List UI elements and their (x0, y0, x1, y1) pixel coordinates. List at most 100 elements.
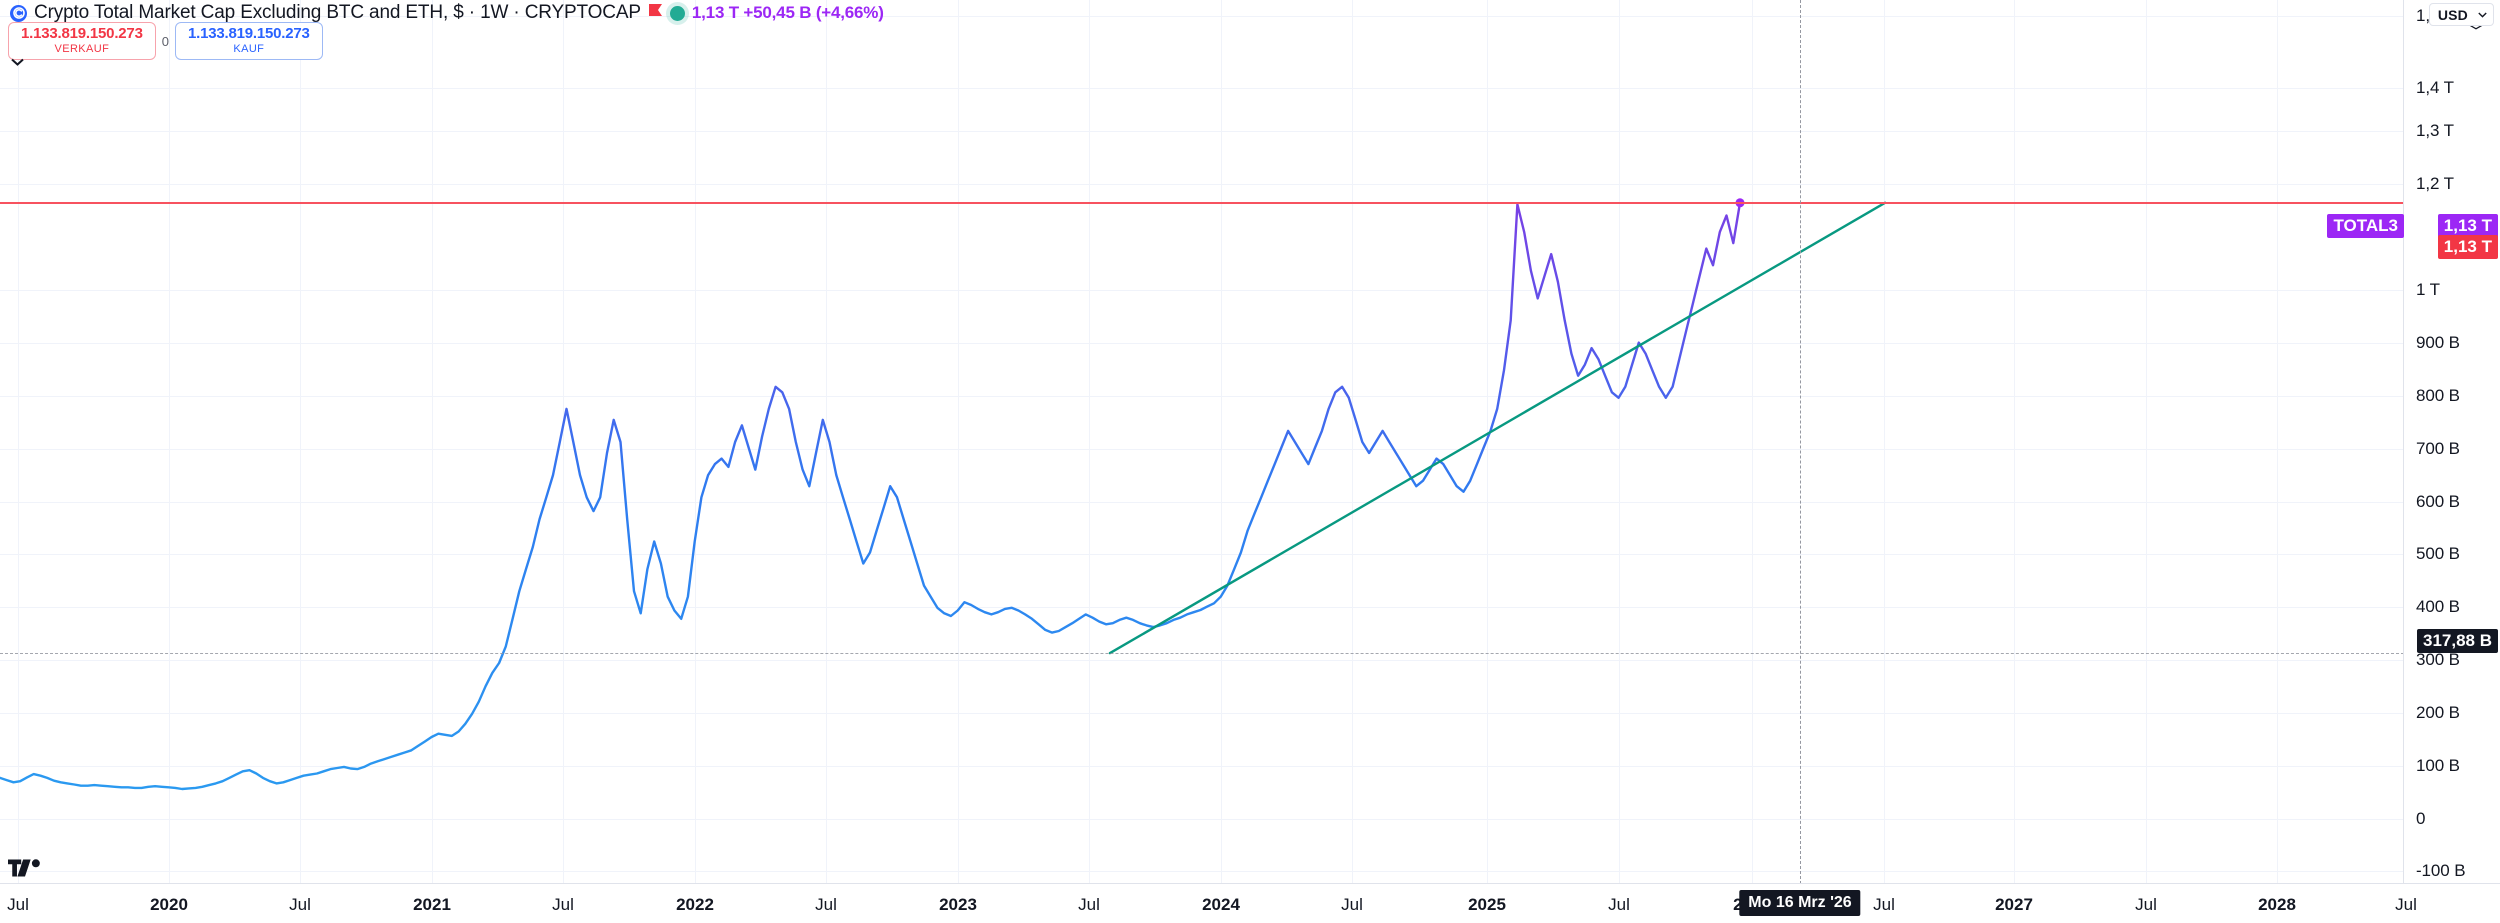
time-axis-tick: 2023 (939, 895, 977, 914)
gridline-vertical (1884, 0, 1885, 884)
gridline-vertical (826, 0, 827, 884)
time-axis-tick: 2021 (413, 895, 451, 914)
time-axis-tick: Jul (289, 895, 311, 914)
price-axis-tick: 300 B (2416, 650, 2460, 669)
time-axis-tick: 2022 (676, 895, 714, 914)
sell-button[interactable]: 1.133.819.150.273 VERKAUF (8, 22, 156, 61)
gridline-vertical (695, 0, 696, 884)
chart-plot-area[interactable] (0, 0, 2404, 884)
gridline-vertical (958, 0, 959, 884)
gridline-vertical (1089, 0, 1090, 884)
gridline-horizontal (0, 871, 2404, 872)
currency-label: USD (2437, 6, 2468, 23)
gridline-horizontal (0, 607, 2404, 608)
sell-label: VERKAUF (54, 42, 110, 55)
time-axis[interactable]: Jul 2020 Jul 2021 Jul 2022 Jul 2023 Jul 2024 Jul 20… (0, 883, 2500, 923)
crosshair-vertical-line (1800, 0, 1801, 884)
price-axis-tick: 1,3 T (2416, 121, 2454, 140)
gridline-vertical (2146, 0, 2147, 884)
time-axis-tick: Jul (1341, 895, 1363, 914)
time-axis-tick: 2020 (150, 895, 188, 914)
time-axis-tick: 2024 (1202, 895, 1240, 914)
price-axis-tick: 200 B (2416, 703, 2460, 722)
price-axis-tick: 1,4 T (2416, 78, 2454, 97)
gridline-vertical (1352, 0, 1353, 884)
chevron-down-icon (10, 58, 24, 66)
price-axis-tick: 700 B (2416, 439, 2460, 458)
gridline-horizontal (0, 16, 2404, 17)
price-axis-tick: 1 T (2416, 280, 2440, 299)
time-axis-tick: Jul (1608, 895, 1630, 914)
time-axis-tick: 2028 (2258, 895, 2296, 914)
gridline-horizontal (0, 184, 2404, 185)
sell-price: 1.133.819.150.273 (21, 25, 143, 42)
price-axis-tick: 800 B (2416, 386, 2460, 405)
gridline-vertical (2277, 0, 2278, 884)
time-axis-tick: Jul (1078, 895, 1100, 914)
time-axis-tick: Jul (2395, 895, 2417, 914)
tradingview-logo-icon[interactable] (8, 857, 42, 879)
gridline-horizontal (0, 449, 2404, 450)
price-axis-tick: 1,2 T (2416, 174, 2454, 193)
gridline-horizontal (0, 131, 2404, 132)
gridline-vertical (563, 0, 564, 884)
price-axis-tick: 400 B (2416, 597, 2460, 616)
gridline-horizontal (0, 819, 2404, 820)
gridline-horizontal (0, 343, 2404, 344)
gridline-vertical (2014, 0, 2015, 884)
gridline-horizontal (0, 766, 2404, 767)
price-series-svg (0, 198, 1887, 791)
cryptocap-icon (10, 4, 27, 22)
time-axis-tick: Jul (552, 895, 574, 914)
gridline-vertical (1619, 0, 1620, 884)
chevron-down-icon (2478, 11, 2487, 18)
chart-title: Crypto Total Market Cap Excluding BTC an… (34, 2, 641, 23)
support-trendline[interactable] (1108, 201, 1887, 655)
time-axis-tick: Jul (815, 895, 837, 914)
price-axis-tick: 600 B (2416, 492, 2460, 511)
legend-values: 1,13 T +50,45 B (+4,66%) (691, 3, 884, 22)
gridline-vertical (1487, 0, 1488, 884)
chart-legend[interactable]: Crypto Total Market Cap Excluding BTC an… (10, 2, 884, 24)
crosshair-price-line (0, 653, 2404, 655)
price-axis-tick: -100 B (2416, 861, 2466, 880)
price-axis-tick: 100 B (2416, 756, 2460, 775)
alert-price-tag[interactable]: 1,13 T (2437, 235, 2498, 259)
red-flag-icon[interactable] (648, 4, 663, 22)
gridline-vertical (432, 0, 433, 884)
series-name-tag[interactable]: TOTAL3 (2327, 214, 2404, 238)
currency-select[interactable]: USD (2428, 3, 2494, 26)
spread-value: 0 (161, 33, 169, 49)
collapse-legend-button[interactable] (6, 52, 28, 72)
gridline-horizontal (0, 502, 2404, 503)
gridline-vertical (1752, 0, 1753, 884)
last-price-tag[interactable]: 1,13 T (2437, 214, 2498, 238)
crosshair-time-tag: Mo 16 Mrz '26 (1739, 890, 1861, 916)
trade-buttons[interactable]: 1.133.819.150.273 VERKAUF 0 1.133.819.15… (8, 22, 323, 61)
total3-line (0, 201, 1742, 791)
time-axis-tick: Jul (2135, 895, 2157, 914)
buy-label: KAUF (233, 42, 265, 55)
time-axis-tick: 2025 (1468, 895, 1506, 914)
time-axis-tick: 2027 (1995, 895, 2033, 914)
price-axis-tick: 900 B (2416, 333, 2460, 352)
gridline-horizontal (0, 554, 2404, 555)
time-axis-tick: Jul (1873, 895, 1895, 914)
gridline-vertical (169, 0, 170, 884)
gridline-vertical (300, 0, 301, 884)
buy-button[interactable]: 1.133.819.150.273 KAUF (174, 22, 323, 61)
gridline-horizontal (0, 660, 2404, 661)
gridline-vertical (18, 0, 19, 884)
time-axis-tick: Jul (7, 895, 29, 914)
crosshair-price-tag[interactable]: 317,88 B (2417, 629, 2498, 653)
price-axis-tick: 500 B (2416, 544, 2460, 563)
price-axis-tick: 0 (2416, 809, 2426, 828)
gridline-horizontal (0, 396, 2404, 397)
gridline-vertical (1221, 0, 1222, 884)
alert-price-line[interactable] (0, 201, 2404, 204)
buy-price: 1.133.819.150.273 (187, 25, 310, 42)
gridline-horizontal (0, 88, 2404, 89)
gridline-horizontal (0, 713, 2404, 714)
